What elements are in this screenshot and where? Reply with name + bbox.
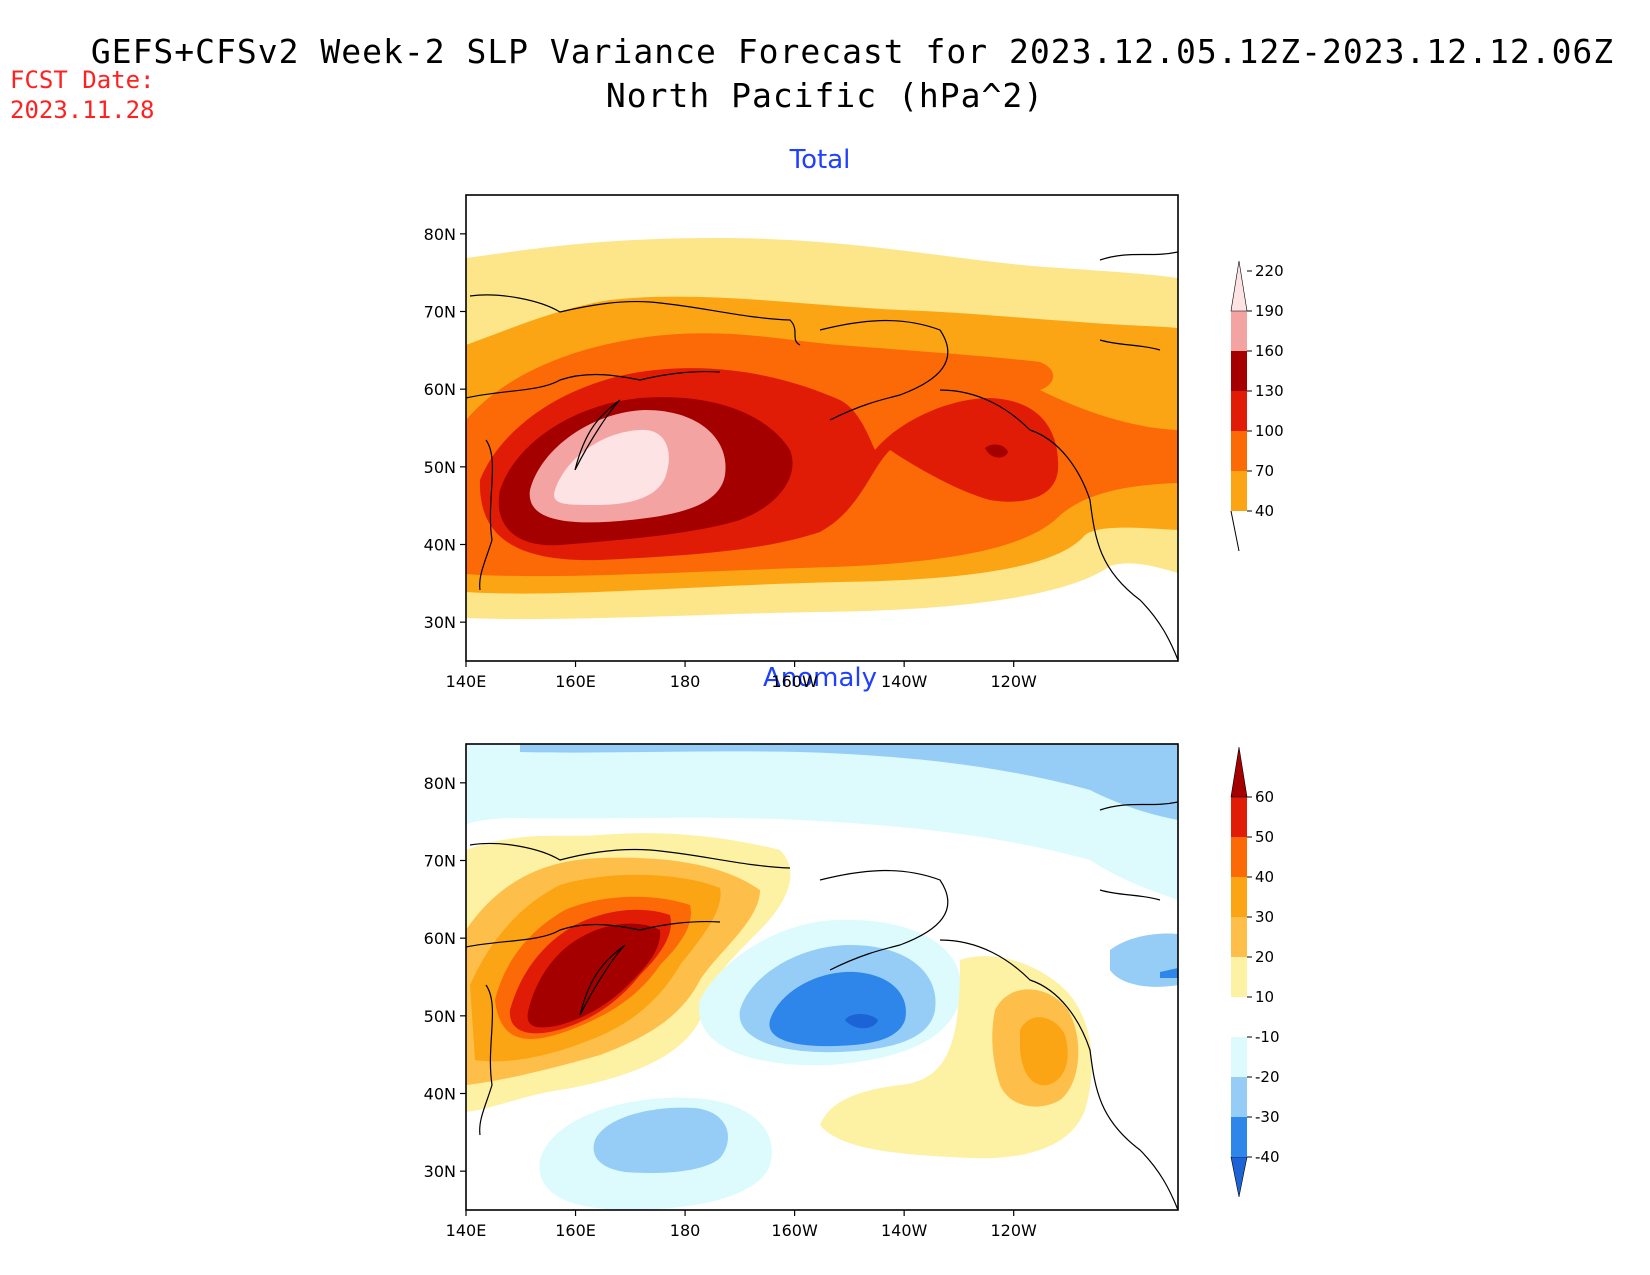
anomaly-colorbar-swatch [1231,797,1247,837]
anomaly-lon-tick-label: 140E [446,1221,487,1240]
anomaly-colorbar-label: 60 [1255,788,1274,806]
forecast-date-value: 2023.11.28 [10,96,155,124]
total-coastlines [466,251,1178,661]
anomaly-lon-tick-label: 180 [670,1221,701,1240]
total-colorbar-swatch [1231,391,1247,431]
total-lon-axis: 140E 160E 180 160W 140W 120W [446,661,1037,691]
map-panel-total: 80N 70N 60N 50N 40N 30N 140E 160E 180 160W 140W 12… [424,194,1284,691]
panel-title-anomaly: Anomaly [762,663,878,693]
anomaly-colorbar-swatch [1231,1077,1247,1117]
total-plot-frame [465,194,1179,662]
total-lat-axis: 80N 70N 60N 50N 40N 30N [424,225,466,632]
total-lat-tick-label: 40N [424,536,456,555]
anomaly-lat-tick-label: 30N [424,1162,456,1181]
anomaly-lon-tick-label: 140W [881,1221,928,1240]
figure-subtitle: North Pacific (hPa^2) [605,76,1045,115]
anomaly-lat-tick-label: 60N [424,929,456,948]
total-lon-tick-label: 120W [991,672,1038,691]
contour-anom-neg30-ne [1160,968,1178,978]
total-lat-tick-label: 30N [424,613,456,632]
anomaly-colorbar-swatch [1230,1156,1248,1198]
total-lat-tick-label: 60N [424,380,456,399]
map-panel-anomaly: 80N 70N 60N 50N 40N 30N 140E 160E 180 160W 140W 12… [424,743,1280,1240]
panel-title-total: Total [789,145,851,175]
total-colorbar-label: 100 [1255,422,1284,440]
anomaly-colorbar-label: -20 [1255,1068,1280,1086]
contour-anom-neg20-south [593,1107,728,1174]
anomaly-plot-frame [465,743,1179,1211]
total-colorbar-label: 130 [1255,382,1284,400]
anomaly-colorbar-label: 20 [1255,948,1274,966]
anomaly-colorbar-swatch [1231,877,1247,917]
anomaly-colorbar: -40 -30 -20 -10 10 20 30 40 50 60 [1230,746,1280,1198]
anomaly-coastlines [466,801,1178,1210]
total-colorbar-label: 190 [1255,302,1284,320]
total-colorbar-swatch [1231,431,1247,471]
anomaly-colorbar-label: -30 [1255,1108,1280,1126]
total-colorbar-swatch [1231,471,1247,511]
total-colorbar-label: 160 [1255,342,1284,360]
anomaly-lat-tick-label: 80N [424,774,456,793]
contour-anom-30-east [1020,1017,1068,1086]
total-lon-tick-label: 160W [771,672,818,691]
total-colorbar-swatch [1230,260,1248,312]
anomaly-contour-field [466,744,1178,1210]
anomaly-colorbar-label: 30 [1255,908,1274,926]
contour-total-160-east [985,444,1008,458]
anomaly-lat-tick-label: 50N [424,1007,456,1026]
contour-total-220 [554,429,669,505]
total-colorbar-swatch [1231,351,1247,391]
total-lat-tick-label: 80N [424,225,456,244]
total-colorbar-swatch [1231,311,1247,351]
total-lon-tick-label: 140E [446,672,487,691]
contour-anom-neg40 [845,1014,878,1029]
total-lon-tick-label: 180 [670,672,701,691]
total-lon-tick-label: 140W [881,672,928,691]
anomaly-lon-tick-label: 160W [771,1221,818,1240]
contour-anom-neg10-north [466,744,1178,900]
total-colorbar: 40 70 100 130 160 190 220 [1230,260,1284,552]
total-lon-tick-label: 160E [555,672,596,691]
contour-anom-neg20-north [520,744,1178,820]
total-colorbar-label: 220 [1255,262,1284,280]
anomaly-lon-tick-label: 160E [555,1221,596,1240]
total-contour-field [466,195,1178,661]
forecast-date-label: FCST Date: [10,66,155,94]
anomaly-lat-tick-label: 70N [424,852,456,871]
anomaly-colorbar-label: 40 [1255,868,1274,886]
anomaly-colorbar-label: -10 [1255,1028,1280,1046]
total-lat-tick-label: 70N [424,303,456,322]
anomaly-lat-tick-label: 40N [424,1085,456,1104]
anomaly-colorbar-swatch [1231,917,1247,957]
total-colorbar-label: 40 [1255,502,1274,520]
total-colorbar-label: 70 [1255,462,1274,480]
anomaly-colorbar-label: 10 [1255,988,1274,1006]
anomaly-colorbar-swatch [1231,1037,1247,1077]
total-lat-tick-label: 50N [424,458,456,477]
anomaly-lon-tick-label: 120W [991,1221,1038,1240]
anomaly-colorbar-label: 50 [1255,828,1274,846]
figure-title: GEFS+CFSv2 Week-2 SLP Variance Forecast … [90,32,1615,71]
anomaly-lon-axis: 140E 160E 180 160W 140W 120W [446,1210,1037,1240]
total-colorbar-swatch [1230,510,1240,552]
anomaly-colorbar-swatch [1231,957,1247,997]
contour-anom-60 [527,923,661,1028]
anomaly-lat-axis: 80N 70N 60N 50N 40N 30N [424,774,466,1181]
anomaly-colorbar-swatch [1230,746,1248,798]
anomaly-colorbar-swatch [1231,997,1247,1037]
anomaly-colorbar-label: -40 [1255,1148,1280,1166]
contour-anom-neg30 [769,971,906,1047]
anomaly-colorbar-swatch [1231,1117,1247,1157]
anomaly-colorbar-swatch [1231,837,1247,877]
